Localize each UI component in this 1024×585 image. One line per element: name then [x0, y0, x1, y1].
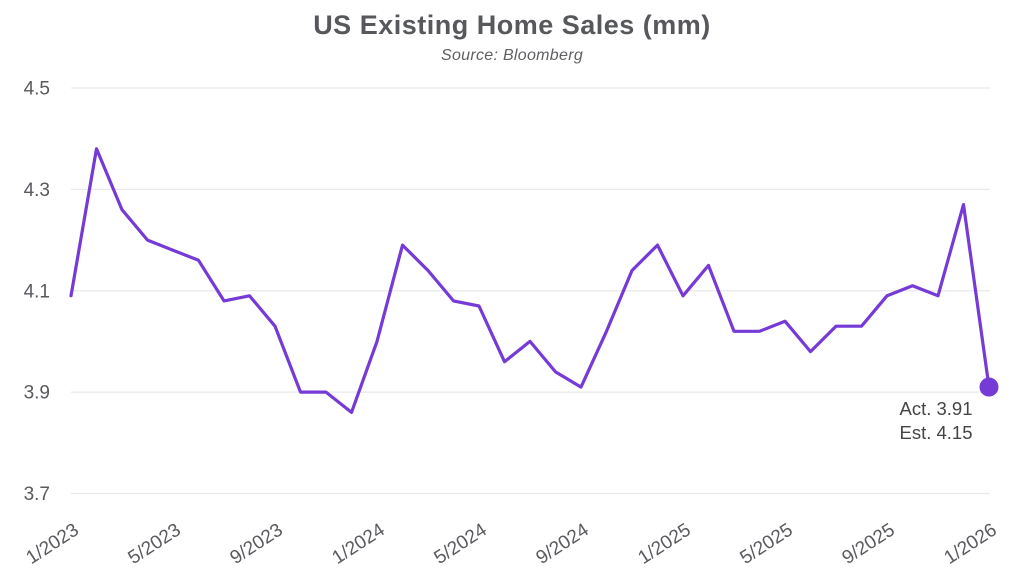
chart-title: US Existing Home Sales (mm): [313, 10, 711, 40]
x-tick-label: 1/2023: [23, 520, 83, 569]
y-tick-label: 4.3: [24, 180, 50, 201]
y-tick-label: 4.5: [24, 79, 50, 100]
x-tick-label: 1/2024: [329, 519, 390, 568]
y-tick-label: 3.7: [24, 484, 50, 505]
x-tick-label: 9/2024: [533, 519, 594, 568]
x-tick-label: 5/2023: [125, 520, 185, 569]
x-tick-label: 9/2023: [227, 520, 287, 569]
chart-subtitle: Source: Bloomberg: [440, 47, 584, 64]
x-tick-label: 1/2025: [635, 520, 695, 569]
last-point-marker: [979, 377, 999, 397]
x-tick-label: 5/2025: [737, 520, 797, 569]
sales-line: [69, 147, 991, 414]
y-tick-label: 3.9: [24, 383, 50, 404]
x-tick-label: 1/2026: [941, 520, 1001, 569]
y-tick-label: 4.1: [24, 281, 50, 302]
annotation-actual: Act. 3.91: [899, 398, 972, 419]
x-tick-label: 5/2024: [431, 519, 492, 568]
x-tick-label: 9/2025: [839, 520, 899, 569]
annotation-estimate: Est. 4.15: [899, 422, 972, 443]
